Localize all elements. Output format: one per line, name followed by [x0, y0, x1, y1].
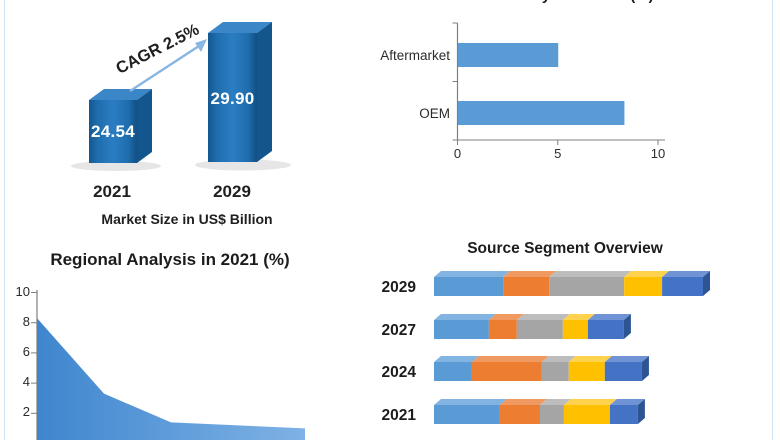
stack-segment-top — [563, 399, 617, 405]
bar-shadow — [71, 161, 161, 171]
cagr-arrow-shaft — [129, 44, 200, 93]
stack-segment — [503, 277, 550, 296]
stack-segment — [563, 405, 610, 424]
stack-segment-top — [434, 356, 479, 362]
stack-segment — [604, 362, 642, 381]
market-size-3d-bars — [71, 22, 291, 171]
stack-segment-top — [568, 356, 612, 362]
y-tick-label: 10 — [15, 283, 30, 299]
market-size-title: Market Size in US$ Billion — [101, 211, 273, 227]
axis-label-2029: 2029 — [213, 182, 251, 201]
stack-segment-top — [604, 356, 649, 362]
stack-segment-top — [549, 271, 632, 277]
stack-segment — [662, 277, 703, 296]
category-label: OEM — [419, 105, 450, 121]
x-tick-label: 0 — [453, 146, 462, 161]
stack-segment-top — [624, 271, 670, 277]
stack-year-label: 2021 — [381, 406, 416, 424]
stack-segment-top — [587, 314, 631, 320]
column-2021-front — [89, 100, 137, 163]
stack-segment-top — [516, 314, 570, 320]
bar-oem — [458, 101, 625, 125]
stack-end-cap — [637, 399, 645, 424]
stack-segment-top — [503, 271, 557, 277]
stack-segment — [562, 320, 588, 339]
bar-value-2021: 24.54 — [90, 122, 136, 141]
stack-segment — [516, 320, 563, 339]
column-2021-side — [137, 89, 152, 163]
stack-end-cap — [641, 356, 649, 381]
stack-segment-top — [499, 399, 547, 405]
stack-end-cap — [623, 314, 631, 339]
stack-segment — [624, 277, 663, 296]
stack-year-label: 2029 — [381, 278, 416, 296]
source-segment-title: Source Segment Overview — [467, 240, 663, 257]
column-2029-side — [257, 22, 272, 162]
bar-value-2029: 29.90 — [210, 89, 255, 108]
y-tick-label: 2 — [22, 404, 30, 420]
x-tick-label: 5 — [554, 146, 562, 161]
left-frame-line — [4, 0, 5, 440]
stack-segment — [541, 362, 569, 381]
stack-segment-top — [488, 314, 524, 320]
stack-segment — [539, 405, 564, 424]
bar-shadow — [195, 159, 291, 171]
sales-channel-title: Sales-Channel Analysis in 2022 (%) — [368, 0, 688, 4]
category-label: Aftermarket — [380, 47, 450, 63]
column-2021-top — [89, 89, 152, 100]
stack-segment-top — [434, 314, 496, 320]
bar-aftermarket — [458, 43, 559, 67]
stack-segment — [488, 320, 517, 339]
stack-segment — [434, 277, 504, 296]
stack-end-cap — [703, 271, 710, 296]
stack-year-label: 2024 — [381, 363, 416, 381]
x-tick-label: 10 — [650, 146, 666, 161]
y-tick-label: 6 — [22, 343, 30, 359]
stack-segment — [434, 405, 500, 424]
y-tick-label: 4 — [22, 374, 30, 390]
stack-segment-top — [471, 356, 549, 362]
regional-title: Regional Analysis in 2021 (%) — [50, 250, 290, 269]
stack-segment — [434, 362, 472, 381]
axis-label-2021: 2021 — [93, 182, 131, 201]
stack-segment-top — [541, 356, 576, 362]
stack-year-label: 2027 — [381, 321, 416, 339]
stack-segment-top — [434, 271, 511, 277]
right-frame-line — [772, 0, 773, 440]
stack-segment — [587, 320, 624, 339]
stack-segment — [471, 362, 542, 381]
stack-segment-top — [662, 271, 710, 277]
stack-segment-top — [562, 314, 595, 320]
area-series — [37, 318, 305, 440]
stack-segment-top — [434, 399, 507, 405]
column-2029-front — [208, 33, 257, 162]
stack-segment — [549, 277, 625, 296]
column-2029-top — [208, 22, 272, 33]
stack-segment — [434, 320, 489, 339]
stack-segment-top — [539, 399, 571, 405]
y-tick-label: 8 — [22, 313, 30, 329]
stack-segment — [568, 362, 605, 381]
stack-segment — [609, 405, 638, 424]
cagr-arrow-head — [195, 39, 207, 52]
stack-segment — [499, 405, 540, 424]
stack-segment-top — [609, 399, 645, 405]
